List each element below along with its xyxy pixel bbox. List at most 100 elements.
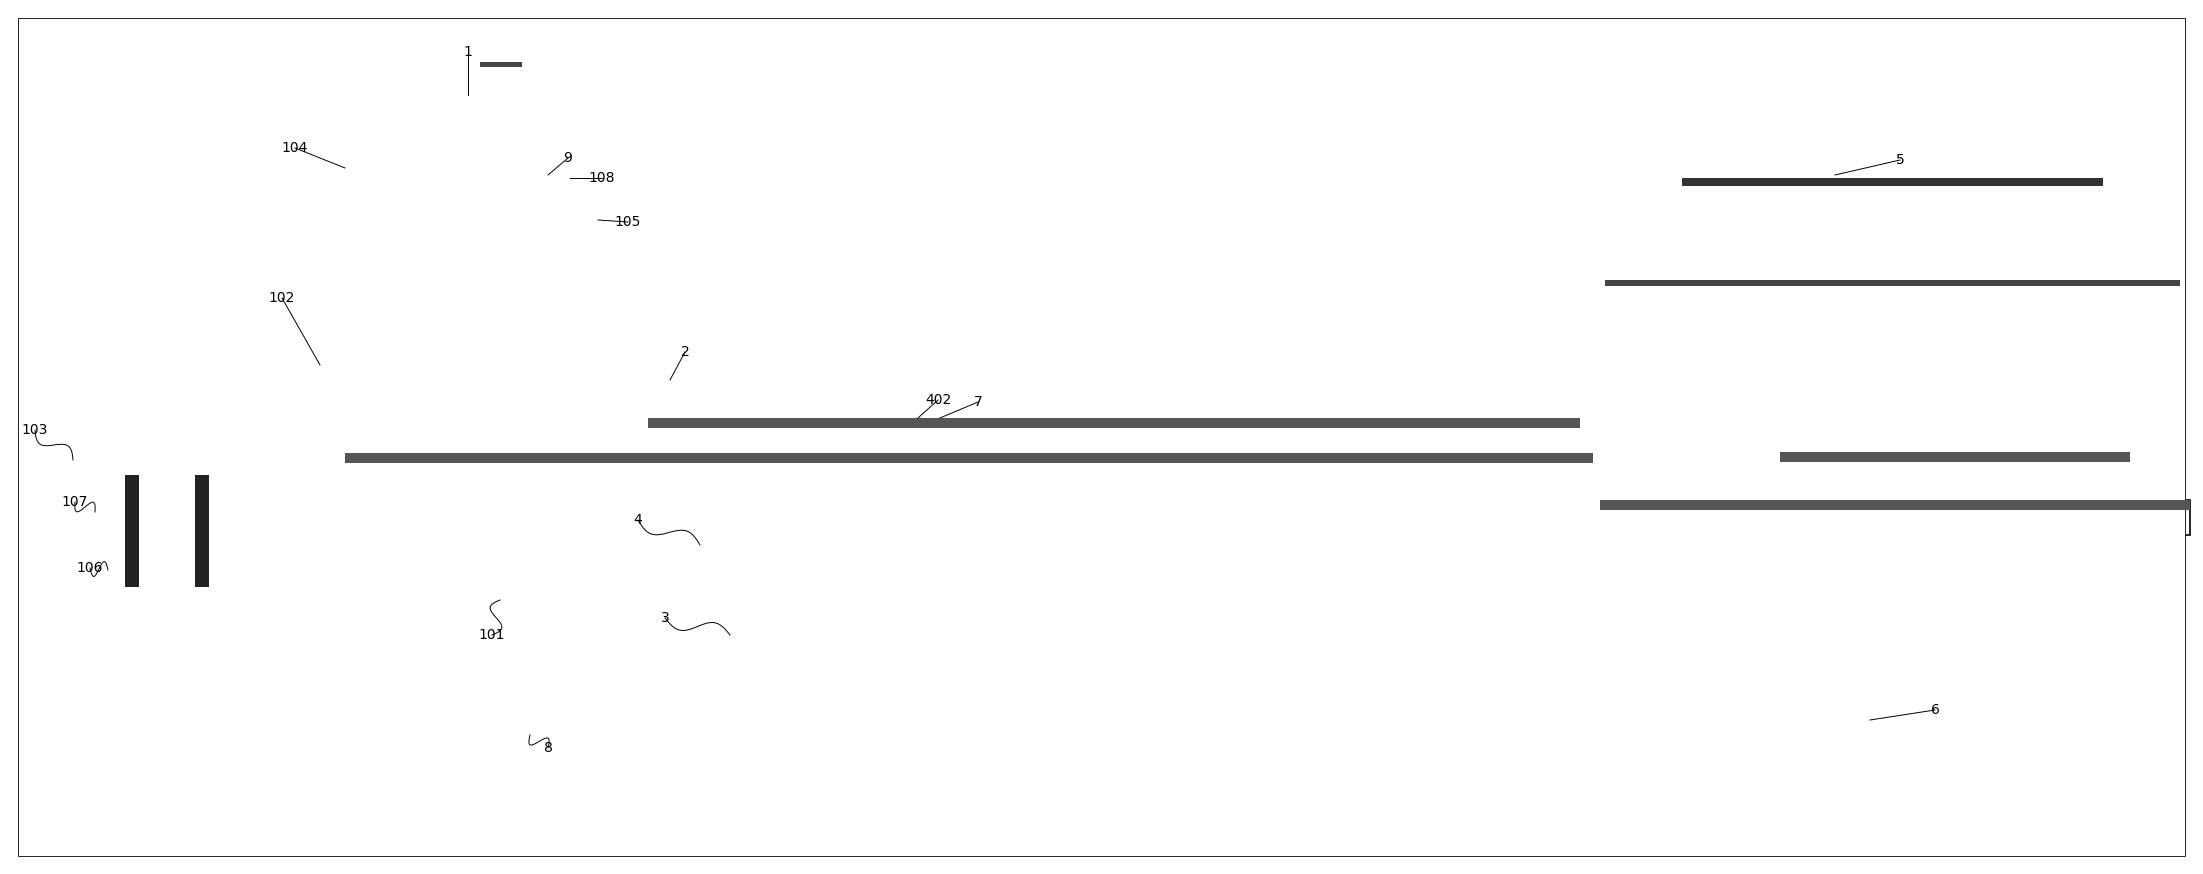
Bar bbox=[68, 652, 282, 702]
Text: 1: 1 bbox=[463, 45, 471, 59]
Bar bbox=[476, 78, 527, 110]
Bar bbox=[1000, 720, 1280, 745]
Circle shape bbox=[789, 576, 800, 586]
Bar bbox=[348, 258, 668, 281]
Text: 5: 5 bbox=[1895, 153, 1903, 167]
Bar bbox=[489, 188, 542, 213]
Text: 107: 107 bbox=[62, 495, 88, 509]
Text: 101: 101 bbox=[478, 628, 504, 642]
Circle shape bbox=[1910, 682, 1921, 692]
Bar bbox=[346, 453, 1593, 463]
Bar bbox=[1575, 148, 1628, 164]
Bar bbox=[480, 62, 522, 80]
Bar bbox=[1862, 754, 2018, 779]
Bar bbox=[1577, 338, 1626, 503]
Text: 7: 7 bbox=[974, 395, 983, 409]
Circle shape bbox=[405, 464, 425, 484]
Bar bbox=[359, 805, 1577, 825]
Bar bbox=[692, 762, 789, 780]
Bar bbox=[1606, 280, 2181, 286]
Circle shape bbox=[659, 445, 837, 625]
Bar bbox=[1765, 440, 1780, 475]
Circle shape bbox=[436, 76, 500, 140]
Bar bbox=[1740, 500, 2044, 555]
Bar bbox=[1569, 162, 1635, 197]
Bar bbox=[661, 680, 839, 715]
Circle shape bbox=[742, 465, 753, 475]
Text: 105: 105 bbox=[615, 215, 641, 229]
Bar bbox=[947, 162, 1009, 197]
Circle shape bbox=[751, 427, 769, 443]
Bar bbox=[1683, 80, 2104, 180]
Polygon shape bbox=[408, 252, 480, 275]
Bar bbox=[1630, 678, 2155, 708]
Bar bbox=[126, 475, 139, 587]
Circle shape bbox=[577, 292, 588, 304]
Text: 402: 402 bbox=[925, 393, 952, 407]
Bar bbox=[1855, 712, 2025, 754]
Circle shape bbox=[943, 419, 974, 451]
Bar bbox=[648, 440, 967, 454]
Bar bbox=[1009, 745, 1269, 765]
Bar bbox=[476, 464, 544, 484]
Bar bbox=[1615, 640, 2170, 678]
Bar bbox=[95, 428, 262, 463]
Bar bbox=[1606, 488, 2181, 513]
Text: 9: 9 bbox=[564, 151, 573, 165]
Bar bbox=[1701, 308, 2084, 363]
Circle shape bbox=[121, 654, 159, 690]
Circle shape bbox=[679, 530, 687, 540]
Circle shape bbox=[1687, 580, 1707, 600]
Bar bbox=[1683, 178, 2104, 186]
Bar bbox=[1606, 280, 2181, 308]
Bar bbox=[57, 475, 293, 587]
Circle shape bbox=[742, 595, 753, 605]
Bar bbox=[1723, 440, 1738, 475]
Bar bbox=[954, 148, 1002, 164]
Bar bbox=[1806, 440, 1822, 475]
Bar bbox=[408, 175, 480, 194]
Circle shape bbox=[456, 95, 480, 121]
Bar bbox=[1599, 500, 2190, 535]
Circle shape bbox=[833, 427, 848, 443]
Polygon shape bbox=[520, 214, 632, 258]
Circle shape bbox=[872, 427, 888, 443]
Bar bbox=[1181, 540, 1295, 580]
Bar bbox=[1626, 27, 2159, 102]
Bar bbox=[1599, 500, 2190, 510]
Bar bbox=[648, 418, 967, 428]
Bar bbox=[1174, 452, 1300, 652]
Text: 6: 6 bbox=[1930, 703, 1939, 717]
Text: 104: 104 bbox=[282, 141, 308, 155]
Bar bbox=[1932, 440, 1947, 475]
Text: 2: 2 bbox=[681, 345, 690, 359]
Bar bbox=[388, 250, 626, 260]
Circle shape bbox=[500, 464, 520, 484]
Bar bbox=[1683, 80, 1716, 180]
Bar bbox=[954, 195, 1002, 203]
Bar bbox=[2058, 440, 2073, 475]
Bar bbox=[963, 200, 996, 340]
Bar bbox=[1840, 758, 2040, 798]
Bar bbox=[346, 453, 1593, 495]
Text: 108: 108 bbox=[588, 171, 615, 185]
Text: 102: 102 bbox=[269, 291, 295, 305]
Text: 4: 4 bbox=[634, 513, 643, 527]
Bar bbox=[1840, 652, 2040, 712]
Bar bbox=[57, 587, 293, 652]
Circle shape bbox=[696, 484, 707, 494]
Circle shape bbox=[1665, 558, 1729, 622]
Circle shape bbox=[1088, 568, 1108, 588]
Circle shape bbox=[101, 608, 115, 622]
Circle shape bbox=[709, 497, 786, 573]
Bar bbox=[375, 355, 643, 450]
Circle shape bbox=[148, 644, 203, 700]
Bar bbox=[1619, 22, 1683, 282]
Bar bbox=[961, 418, 1580, 453]
Circle shape bbox=[1954, 682, 1965, 692]
Circle shape bbox=[1066, 546, 1130, 610]
Bar bbox=[562, 258, 604, 338]
Bar bbox=[958, 338, 1000, 420]
Circle shape bbox=[247, 664, 262, 680]
Circle shape bbox=[641, 419, 674, 451]
